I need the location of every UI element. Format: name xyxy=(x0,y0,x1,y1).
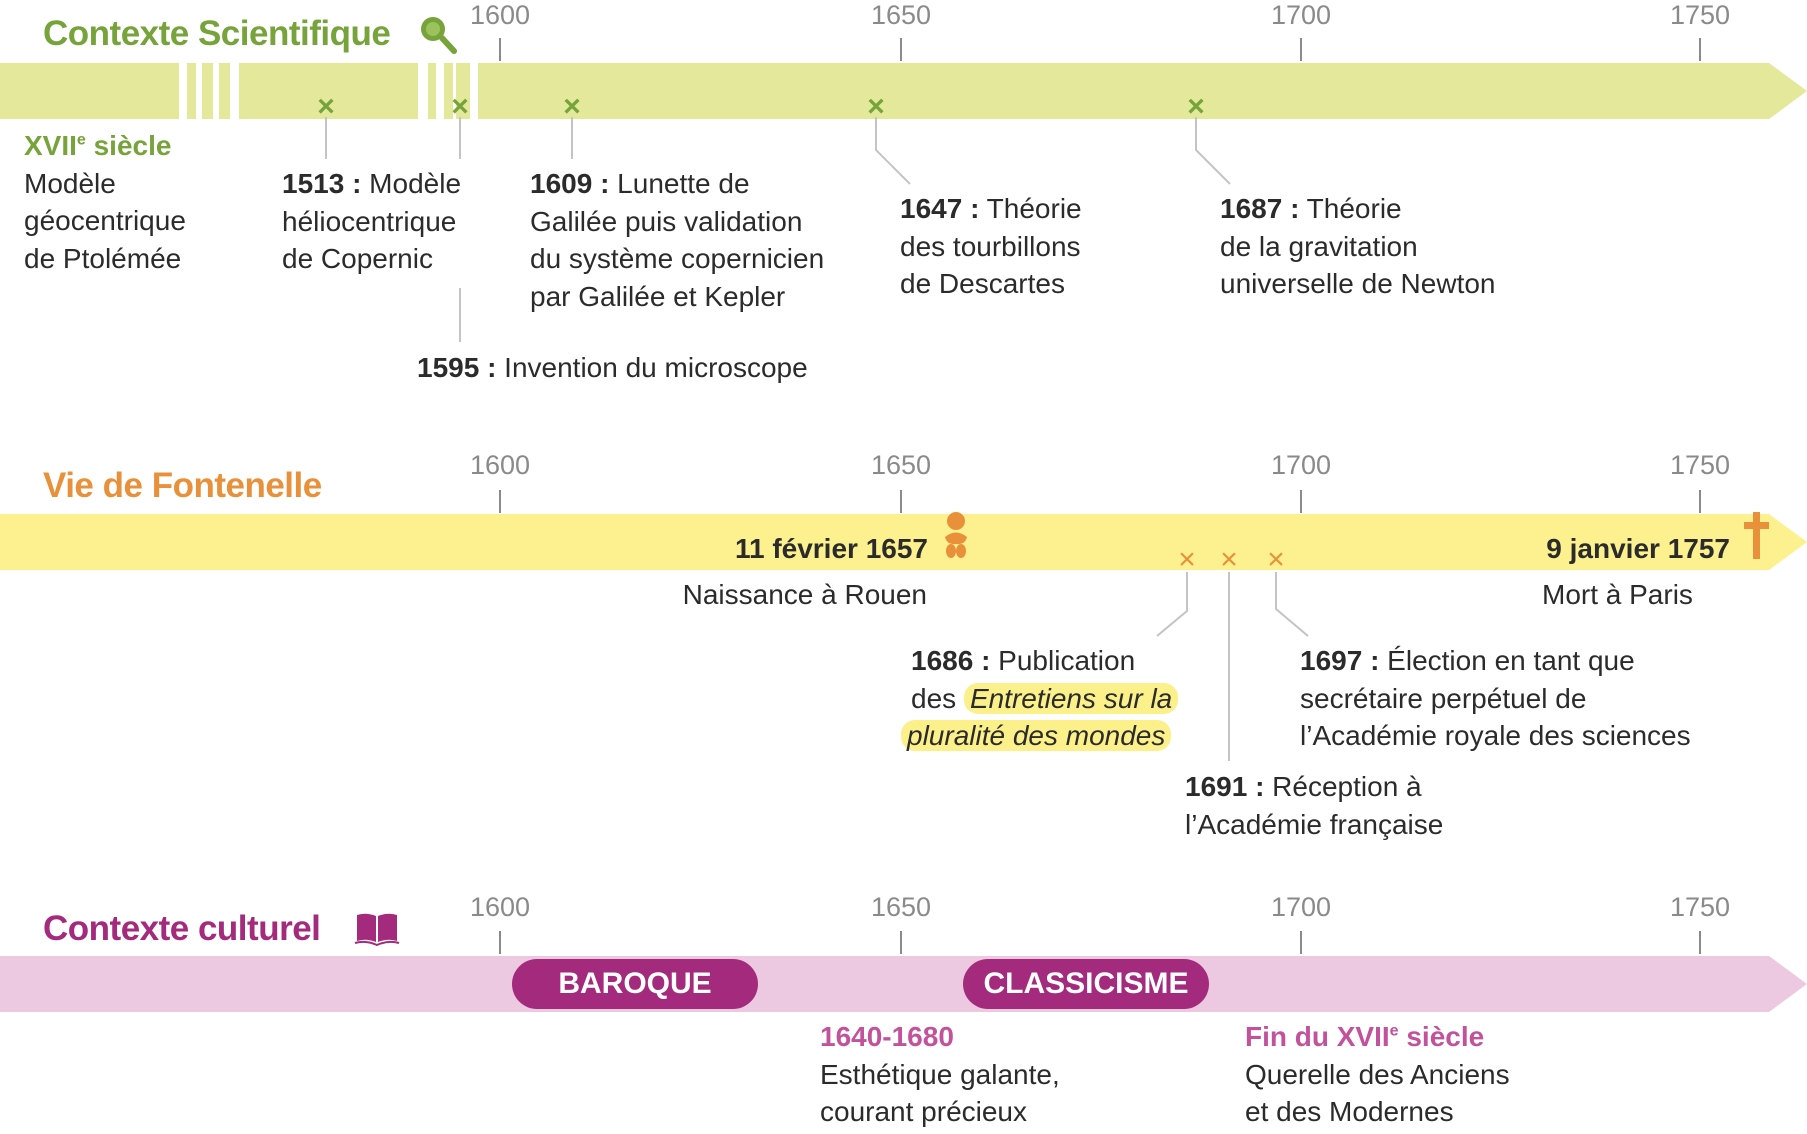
birth-date: 11 février 1657 xyxy=(734,533,928,564)
year-label-1600: 1600 xyxy=(469,0,531,30)
year-label-1750: 1750 xyxy=(1669,892,1731,922)
tick-1650 xyxy=(900,931,902,954)
tick-1600 xyxy=(499,931,501,954)
life-timeline-bar xyxy=(0,514,1769,570)
event-1647: 1647 : Théorie des tourbillons de Descar… xyxy=(900,193,1082,299)
marker-1513: × xyxy=(317,90,335,123)
period-classicisme: CLASSICISME xyxy=(963,959,1209,1009)
tick-1750 xyxy=(1699,490,1701,513)
timeline-break xyxy=(196,63,202,119)
marker-1687: × xyxy=(1187,90,1205,123)
timeline-break xyxy=(179,63,187,119)
cross-icon xyxy=(1744,512,1769,559)
marker-1697: × xyxy=(1267,543,1285,576)
event-1513: 1513 : Modèle héliocentrique de Copernic xyxy=(282,168,462,274)
timeline-break xyxy=(453,63,456,119)
baby-icon xyxy=(945,512,967,558)
marker-1691: × xyxy=(1220,543,1238,576)
year-label-1650: 1650 xyxy=(870,450,932,480)
period-baroque: BAROQUE xyxy=(512,959,758,1009)
tick-1700 xyxy=(1300,490,1302,513)
event-1609: 1609 : Lunette de Galilée puis validatio… xyxy=(530,168,825,312)
tick-1650 xyxy=(900,38,902,61)
year-label-1750: 1750 xyxy=(1669,450,1731,480)
tick-1600 xyxy=(499,490,501,513)
timeline-break xyxy=(470,63,478,119)
connector-lines xyxy=(325,117,1231,342)
tick-1600 xyxy=(499,38,501,61)
text-line: géocentrique xyxy=(24,205,186,236)
year-label-1700: 1700 xyxy=(1270,0,1332,30)
life-title: Vie de Fontenelle xyxy=(43,466,322,505)
culture-title: Contexte culturel xyxy=(43,909,321,948)
event-1691: 1691 : Réception à l’Académie française xyxy=(1185,771,1444,840)
century-note: XVIIe siècle Modèle géocentrique de Ptol… xyxy=(24,127,186,277)
year-label-1650: 1650 xyxy=(870,892,932,922)
book-title-highlight: pluralité des mondes xyxy=(901,720,1172,751)
marker-1595: × xyxy=(451,90,469,123)
science-arrow-head xyxy=(1769,63,1807,119)
book-icon xyxy=(354,913,400,947)
tick-1750 xyxy=(1699,931,1701,954)
death-label: Mort à Paris xyxy=(1542,579,1693,610)
science-timeline-bar xyxy=(0,63,1769,119)
culture-note-querelle: Fin du XVIIe siècle Querelle des Anciens… xyxy=(1245,1021,1510,1127)
year-label-1600: 1600 xyxy=(469,892,531,922)
marker-1609: × xyxy=(563,90,581,123)
life-arrow-head xyxy=(1769,514,1807,570)
birth-label: Naissance à Rouen xyxy=(682,579,927,610)
timeline-break xyxy=(436,63,444,119)
event-1686: 1686 : Publication des Entretiens sur la… xyxy=(901,642,1179,755)
event-1697: 1697 : Élection en tant que secrétaire p… xyxy=(1300,645,1691,751)
year-label-1600: 1600 xyxy=(469,450,531,480)
marker-1686: × xyxy=(1178,543,1196,576)
culture-arrow-head xyxy=(1769,956,1807,1012)
event-1595: 1595 : Invention du microscope xyxy=(417,352,808,383)
death-date: 9 janvier 1757 xyxy=(1546,533,1730,564)
book-title-highlight: Entretiens sur la xyxy=(963,682,1179,714)
text-line: Modèle xyxy=(24,167,116,199)
year-label-1700: 1700 xyxy=(1270,450,1332,480)
science-title: Contexte Scientifique xyxy=(43,14,391,53)
timeline-break xyxy=(418,63,428,119)
timeline-break xyxy=(213,63,219,119)
tick-1650 xyxy=(900,490,902,513)
magnifier-icon xyxy=(421,17,457,54)
text-line: de Ptolémée xyxy=(24,242,182,274)
timeline-break xyxy=(230,63,239,119)
year-label-1700: 1700 xyxy=(1270,892,1332,922)
year-label-1650: 1650 xyxy=(870,0,932,30)
marker-1647: × xyxy=(867,90,885,123)
century-heading: XVIIe siècle xyxy=(24,130,172,161)
event-1687: 1687 : Théorie de la gravitation univers… xyxy=(1220,193,1496,299)
connector-lines xyxy=(1156,572,1309,761)
year-label-1750: 1750 xyxy=(1669,0,1731,30)
tick-1750 xyxy=(1699,38,1701,61)
tick-1700 xyxy=(1300,931,1302,954)
tick-1700 xyxy=(1300,38,1302,61)
culture-timeline-bar xyxy=(0,956,1769,1012)
culture-note-galante: 1640-1680 Esthétique galante, courant pr… xyxy=(820,1021,1060,1127)
